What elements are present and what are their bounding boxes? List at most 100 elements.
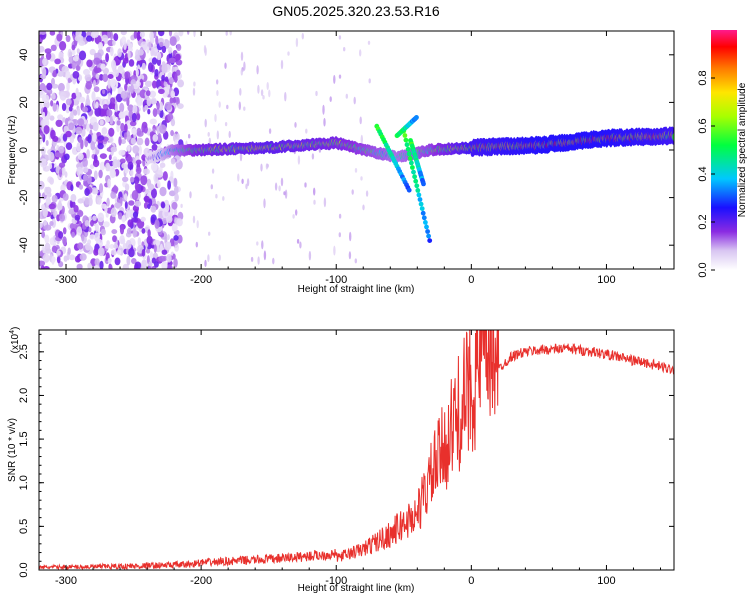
noise-speckle	[97, 135, 105, 141]
noise-speckle	[170, 118, 176, 127]
noise-speckle	[193, 81, 196, 87]
noise-speckle	[93, 57, 101, 65]
noise-speckle	[74, 35, 81, 42]
noise-speckle	[147, 229, 151, 238]
noise-speckle	[137, 49, 144, 56]
noise-speckle	[108, 154, 112, 161]
noise-speckle	[296, 239, 300, 244]
noise-speckle	[75, 87, 79, 97]
noise-speckle	[95, 101, 99, 109]
snr-ylabel: SNR (10 * v/v)	[7, 418, 18, 482]
noise-speckle	[124, 201, 128, 209]
noise-speckle	[70, 194, 77, 202]
snr-frame	[38, 329, 675, 571]
noise-speckle	[216, 79, 219, 85]
noise-speckle	[133, 31, 138, 39]
noise-speckle	[83, 166, 89, 173]
noise-speckle	[113, 243, 119, 249]
noise-speckle	[160, 201, 166, 209]
noise-speckle	[111, 229, 118, 235]
colorbar-gradient	[711, 30, 737, 270]
noise-speckle	[39, 158, 48, 168]
noise-speckle	[121, 163, 127, 169]
noise-speckle	[159, 124, 167, 134]
noise-speckle	[48, 151, 55, 162]
noise-speckle	[92, 132, 97, 143]
noise-speckle	[76, 263, 83, 269]
noise-speckle	[161, 74, 166, 82]
ridge-branch	[426, 233, 431, 239]
x-tick-label: -200	[190, 575, 212, 587]
noise-speckle	[132, 104, 138, 114]
noise-speckle	[121, 215, 126, 223]
noise-speckle	[127, 104, 134, 112]
noise-speckle	[166, 215, 173, 224]
noise-speckle	[148, 62, 154, 72]
noise-speckle	[105, 162, 111, 172]
noise-speckle	[86, 59, 93, 68]
x-tick-label: 100	[597, 274, 615, 286]
noise-speckle	[135, 166, 142, 174]
noise-speckle	[152, 134, 159, 142]
ridge-branch	[404, 142, 410, 148]
noise-speckle	[77, 242, 84, 250]
noise-speckle	[76, 64, 80, 71]
noise-speckle	[92, 159, 100, 168]
noise-speckle	[136, 127, 142, 136]
noise-speckle	[354, 258, 357, 264]
noise-speckle	[76, 257, 81, 263]
noise-speckle	[67, 247, 71, 255]
noise-speckle	[218, 101, 221, 108]
noise-speckle	[120, 238, 126, 245]
ridge-branch	[405, 146, 411, 152]
noise-speckle	[188, 133, 191, 139]
noise-speckle	[69, 222, 78, 230]
snr-series-line	[39, 330, 674, 570]
noise-speckle	[216, 90, 219, 96]
noise-speckle	[210, 184, 213, 190]
noise-speckle	[333, 245, 336, 256]
noise-speckle	[83, 68, 90, 76]
noise-speckle	[174, 185, 179, 195]
noise-speckle	[110, 97, 116, 104]
noise-speckle	[238, 101, 241, 111]
noise-speckle	[61, 103, 67, 111]
noise-speckle	[123, 132, 127, 140]
noise-speckle	[84, 220, 90, 227]
noise-speckle	[348, 251, 352, 260]
y-tick-label: 2.0	[18, 388, 30, 403]
noise-speckle	[343, 47, 346, 52]
noise-speckle	[107, 78, 111, 89]
noise-speckle	[159, 243, 163, 253]
noise-speckle	[138, 145, 142, 156]
noise-speckle	[215, 193, 218, 199]
noise-speckle	[166, 234, 170, 241]
noise-speckle	[140, 175, 148, 186]
noise-speckle	[117, 48, 122, 58]
ridge-branch	[411, 169, 416, 175]
noise-speckle	[147, 108, 151, 115]
noise-speckle	[88, 215, 93, 222]
noise-speckle	[280, 177, 284, 187]
noise-speckle	[308, 250, 312, 261]
ridge-branch	[423, 220, 428, 225]
noise-speckle	[132, 228, 137, 238]
noise-speckle	[109, 244, 115, 249]
noise-speckle	[157, 133, 162, 143]
noise-speckle	[106, 197, 110, 207]
noise-speckle	[93, 86, 100, 93]
noise-speckle	[110, 78, 117, 87]
noise-speckle	[109, 115, 114, 125]
noise-speckle	[207, 132, 210, 137]
noise-speckle	[87, 262, 92, 269]
noise-speckle	[87, 174, 92, 185]
noise-speckle	[125, 209, 131, 219]
noise-speckle	[164, 76, 169, 82]
noise-speckle	[45, 196, 51, 206]
noise-speckle	[150, 46, 154, 57]
noise-speckle	[60, 184, 66, 192]
noise-speckle	[158, 101, 164, 111]
noise-speckle	[68, 122, 74, 131]
noise-speckle	[58, 231, 64, 239]
noise-speckle	[241, 178, 244, 184]
